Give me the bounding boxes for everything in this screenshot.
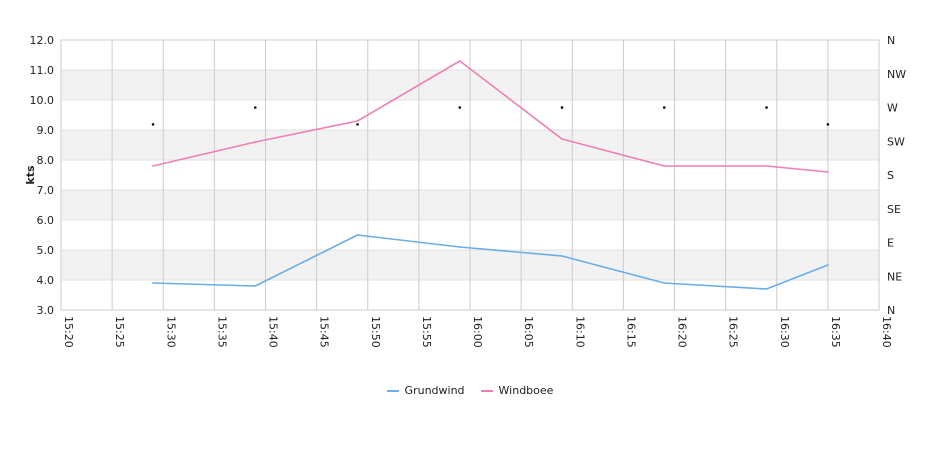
data-point-windboee bbox=[152, 165, 154, 167]
x-tick-label: 16:15 bbox=[624, 316, 637, 348]
y-axis-ticks: 3.0 4.0 5.0 6.0 7.0 8.0 9.0 10.0 11.0 12.0 bbox=[30, 34, 55, 317]
direction-tick-label: SW bbox=[887, 135, 905, 148]
data-point-windboee bbox=[561, 138, 563, 140]
wind-direction-marker bbox=[826, 123, 830, 126]
y-tick-label: 5.0 bbox=[37, 244, 55, 257]
x-tick-label: 15:20 bbox=[62, 316, 75, 348]
data-point-windboee bbox=[663, 165, 666, 167]
x-tick-label: 16:30 bbox=[778, 316, 791, 348]
x-tick-label: 16:00 bbox=[471, 316, 484, 348]
direction-tick-label: N bbox=[887, 304, 895, 317]
y-tick-label: 9.0 bbox=[37, 124, 55, 137]
wind-direction-marker bbox=[356, 123, 359, 126]
data-point-grundwind bbox=[663, 282, 666, 284]
direction-tick-label: NE bbox=[887, 270, 902, 283]
y-tick-label: 8.0 bbox=[37, 154, 55, 167]
x-tick-label: 15:30 bbox=[164, 316, 177, 348]
wind-direction-marker bbox=[151, 123, 155, 126]
y-tick-label: 10.0 bbox=[30, 94, 55, 107]
direction-tick-label: S bbox=[887, 169, 894, 182]
x-tick-label: 16:20 bbox=[676, 316, 689, 348]
x-tick-label: 15:45 bbox=[318, 316, 331, 348]
direction-tick-label: SE bbox=[887, 203, 901, 216]
x-tick-label: 16:35 bbox=[829, 316, 842, 348]
x-tick-label: 15:40 bbox=[267, 316, 280, 348]
data-point-grundwind bbox=[561, 255, 563, 257]
data-point-windboee bbox=[826, 171, 829, 173]
x-tick-label: 15:50 bbox=[369, 316, 382, 348]
x-axis-ticks: 15:20 15:25 15:30 15:35 15:40 15:45 15:50 15:55… bbox=[62, 316, 893, 348]
series-line-windboee bbox=[152, 60, 828, 173]
plot-border bbox=[60, 39, 880, 311]
legend-swatch-windboee bbox=[480, 389, 493, 392]
y-tick-label: 4.0 bbox=[37, 274, 55, 287]
data-point-grundwind bbox=[826, 264, 829, 266]
x-tick-label: 15:55 bbox=[420, 316, 433, 348]
wind-direction-marker bbox=[253, 106, 257, 109]
data-point-windboee bbox=[254, 141, 257, 143]
y-tick-label: 12.0 bbox=[30, 34, 55, 47]
y-tick-label: 7.0 bbox=[37, 184, 55, 197]
x-tick-label: 15:35 bbox=[215, 316, 228, 348]
legend-swatch-grundwind bbox=[386, 389, 399, 392]
series-lines bbox=[152, 60, 829, 290]
x-tick-label: 15:25 bbox=[113, 316, 126, 348]
x-tick-label: 16:40 bbox=[880, 316, 893, 348]
legend-label-windboee: Windboee bbox=[498, 384, 554, 397]
data-point-windboee bbox=[765, 165, 768, 167]
data-point-grundwind bbox=[356, 234, 359, 236]
direction-tick-label: E bbox=[887, 237, 894, 250]
x-tick-label: 16:10 bbox=[573, 316, 586, 348]
data-point-grundwind bbox=[458, 246, 461, 248]
wind-direction-marker bbox=[458, 106, 462, 109]
wind-direction-markers bbox=[151, 106, 830, 126]
y-tick-label: 6.0 bbox=[37, 214, 55, 227]
legend-label-grundwind: Grundwind bbox=[404, 384, 465, 397]
x-tick-label: 16:25 bbox=[727, 316, 740, 348]
legend: Grundwind Windboee bbox=[0, 384, 940, 397]
direction-tick-label: N bbox=[887, 34, 895, 47]
direction-tick-label: NW bbox=[887, 68, 906, 81]
y-tick-label: 3.0 bbox=[37, 304, 55, 317]
wind-direction-marker bbox=[765, 106, 768, 109]
data-point-grundwind bbox=[152, 282, 154, 284]
x-tick-label: 16:05 bbox=[522, 316, 535, 348]
legend-item-windboee[interactable]: Windboee bbox=[480, 384, 554, 397]
data-point-windboee bbox=[356, 120, 359, 122]
wind-direction-marker bbox=[662, 106, 666, 109]
data-point-grundwind bbox=[765, 288, 768, 290]
data-point-grundwind bbox=[254, 285, 257, 287]
y-tick-label: 11.0 bbox=[30, 64, 55, 77]
direction-tick-label: W bbox=[887, 102, 898, 115]
y-axis-label: kts bbox=[24, 165, 37, 185]
direction-axis-ticks: N NE E SE S SW W NW N bbox=[887, 34, 906, 317]
series-line-grundwind bbox=[152, 234, 829, 290]
data-point-windboee bbox=[458, 60, 461, 62]
wind-direction-marker bbox=[560, 106, 564, 109]
legend-item-grundwind[interactable]: Grundwind bbox=[386, 384, 465, 397]
